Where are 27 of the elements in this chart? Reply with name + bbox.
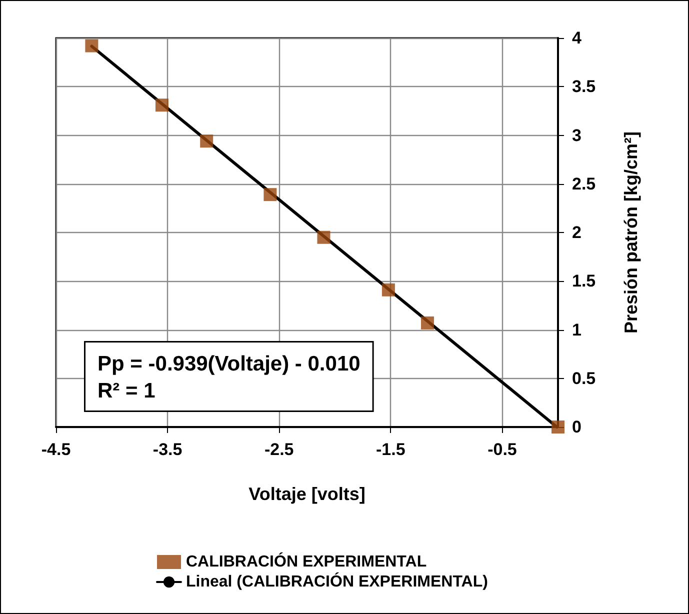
point <box>382 283 395 296</box>
y-tick-label: 1 <box>572 320 582 340</box>
x-tick-label: -2.5 <box>264 440 294 459</box>
y-tick-label: 2.5 <box>572 174 596 194</box>
point <box>317 230 330 244</box>
y-tick-label: 3.5 <box>572 77 596 96</box>
y-tick-label: 0.5 <box>572 368 596 388</box>
x-tick-label: -4.5 <box>41 440 71 459</box>
y-tick-label: 3 <box>572 126 582 145</box>
y-tick-label: 2 <box>572 223 582 242</box>
point <box>420 316 434 330</box>
y-tick-label: 1.5 <box>572 272 596 291</box>
y-tick-label: 0 <box>572 418 582 436</box>
point <box>552 420 564 434</box>
y-axis-title: Presión patrón [kg/cm²] <box>621 131 641 334</box>
legend-label: CALIBRACIÓN EXPERIMENTAL <box>186 552 427 570</box>
point <box>200 134 214 148</box>
x-tick-label: -3.5 <box>152 440 182 459</box>
x-axis-title: Voltaje [volts] <box>248 484 366 504</box>
point <box>264 188 277 202</box>
y-tick-label: 4 <box>572 28 582 48</box>
x-tick-label: -0.5 <box>488 440 517 459</box>
point <box>155 98 168 112</box>
legend-label: Lineal (CALIBRACIÓN EXPERIMENTAL) <box>186 572 488 590</box>
x-tick-label: -1.5 <box>376 440 406 459</box>
annotation: Pp = -0.939(Voltaje) - 0.010 R² = 1 <box>98 352 360 402</box>
point <box>85 39 98 52</box>
